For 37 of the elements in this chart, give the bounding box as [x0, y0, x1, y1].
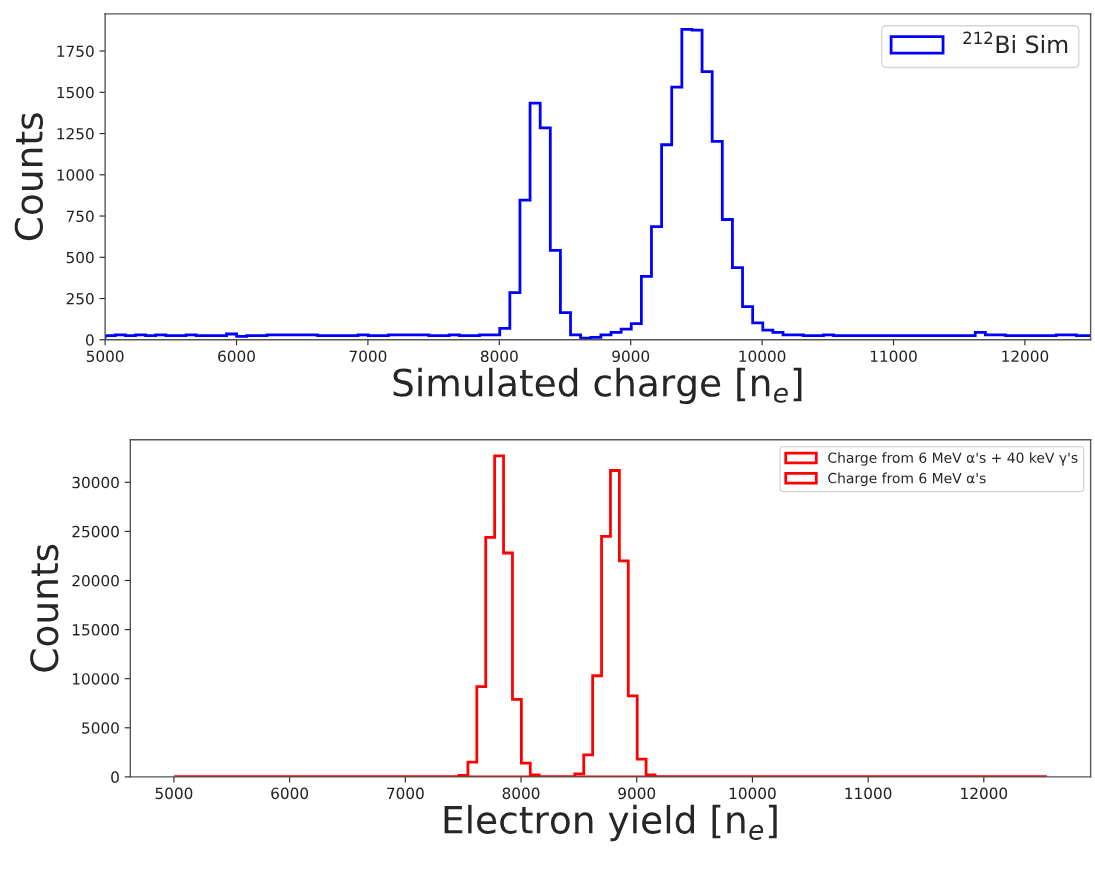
y-tick-label: 25000	[72, 525, 119, 538]
x-tick-label: 8000	[480, 350, 518, 363]
x-tick-label: 12000	[961, 787, 1008, 800]
legend-label: Charge from 6 MeV α's + 40 keV γ's	[828, 452, 1078, 466]
x-tick-label: 7000	[387, 787, 424, 800]
y-tick-label: 0	[85, 334, 94, 346]
y-tick-label: 750	[66, 210, 94, 223]
y-tick-label: 250	[66, 292, 94, 305]
y-tick-label: 1500	[57, 86, 94, 99]
x-tick-label: 9000	[612, 350, 650, 363]
y-tick-label: 0	[111, 771, 119, 783]
y-tick-label: 30000	[72, 476, 119, 489]
y-tick-label: 15000	[72, 624, 119, 636]
x-tick-label: 6000	[218, 350, 255, 363]
x-tick-label: 8000	[502, 787, 540, 800]
y-tick-label: 1250	[57, 127, 94, 140]
x-axis-title: Electron yield [n$_{e}$]	[444, 804, 777, 842]
y-axis-title: Counts	[30, 544, 59, 672]
y-tick-label: 20000	[72, 574, 119, 587]
x-axis-title: Simulated charge [n$_{e}$]	[393, 367, 802, 405]
y-tick-label: 500	[66, 251, 94, 264]
x-tick-label: 12000	[1002, 350, 1049, 363]
legend-label: Charge from 6 MeV α's	[828, 472, 986, 487]
x-tick-label: 5000	[155, 787, 193, 800]
x-tick-label: 9000	[618, 787, 656, 800]
y-tick-label: 5000	[82, 722, 119, 734]
x-tick-label: 10000	[729, 787, 776, 800]
y-axis-title: Counts	[14, 113, 43, 241]
x-tick-label: 7000	[349, 350, 387, 363]
x-tick-label: 10000	[739, 350, 786, 363]
x-tick-label: 11000	[845, 787, 892, 800]
x-tick-label: 6000	[271, 787, 309, 800]
x-tick-label: 11000	[870, 350, 917, 363]
y-tick-label: 1000	[57, 169, 94, 181]
y-tick-label: 10000	[72, 673, 119, 685]
legend-label: $^{212}$Bi Sim	[963, 31, 1068, 54]
y-tick-label: 1750	[57, 45, 94, 58]
